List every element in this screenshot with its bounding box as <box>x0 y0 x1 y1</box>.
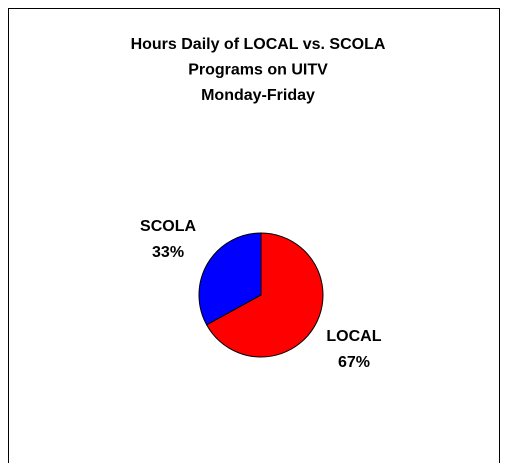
chart-title: Programs on UITV <box>188 62 328 79</box>
chart-title: Hours Daily of LOCAL vs. SCOLA <box>131 36 386 53</box>
pie-slice <box>198 232 262 326</box>
slice-label: SCOLA <box>140 218 196 235</box>
chart-frame <box>8 8 500 463</box>
slice-value-label: 33% <box>152 244 184 261</box>
slice-value-label: 67% <box>338 354 370 371</box>
slice-label: LOCAL <box>326 328 381 345</box>
chart-title: Monday-Friday <box>201 87 315 104</box>
pie-slice <box>205 232 324 358</box>
